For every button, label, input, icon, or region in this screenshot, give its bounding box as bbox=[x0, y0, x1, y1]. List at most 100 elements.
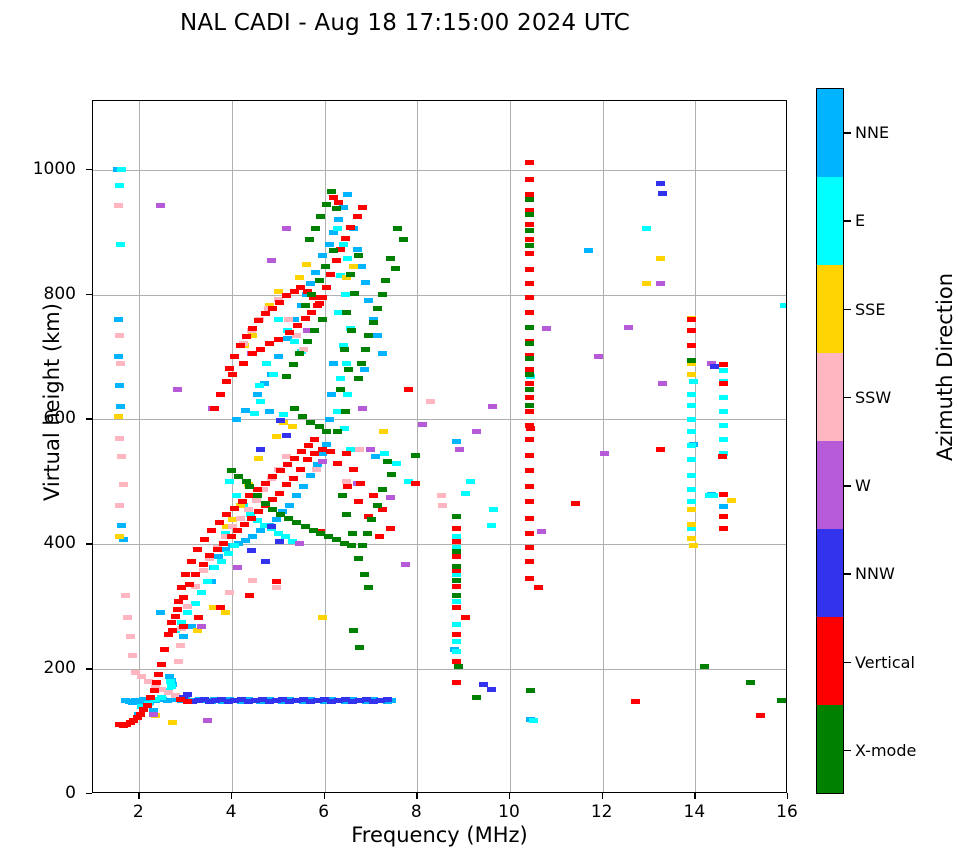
colorbar-segment-w[interactable] bbox=[817, 441, 843, 529]
data-point-e bbox=[338, 242, 348, 248]
x-axis-label: Frequency (MHz) bbox=[351, 823, 528, 847]
data-point-x-mode bbox=[260, 501, 270, 507]
data-point-x-mode bbox=[393, 226, 403, 232]
data-point-x-mode bbox=[350, 290, 360, 296]
data-point-vertical bbox=[385, 526, 395, 532]
data-point-e bbox=[528, 717, 538, 723]
data-point-vertical bbox=[229, 354, 239, 360]
data-point-nnw bbox=[271, 697, 281, 703]
data-point-vertical bbox=[358, 204, 368, 210]
colorbar-segment-nne[interactable] bbox=[817, 89, 843, 177]
data-point-e bbox=[249, 410, 259, 416]
data-point-nne bbox=[306, 473, 316, 479]
colorbar-label-w: W bbox=[855, 476, 871, 496]
data-point-w bbox=[707, 360, 717, 366]
data-point-nne bbox=[320, 699, 330, 705]
data-point-vertical bbox=[254, 509, 264, 515]
data-point-nne bbox=[234, 540, 244, 546]
x-tick-label: 8 bbox=[410, 802, 422, 822]
data-point-nnw bbox=[656, 180, 666, 186]
data-point-sse bbox=[221, 524, 231, 530]
data-point-vertical bbox=[283, 461, 293, 467]
data-point-sse bbox=[688, 543, 698, 549]
data-point-vertical bbox=[317, 446, 327, 452]
colorbar-label-sse: SSE bbox=[855, 299, 886, 319]
data-point-nne bbox=[292, 493, 302, 499]
data-point-ssw bbox=[354, 446, 364, 452]
colorbar-segment-ssw[interactable] bbox=[817, 353, 843, 441]
data-point-vertical bbox=[172, 607, 182, 613]
data-point-vertical bbox=[290, 455, 300, 461]
data-point-x-mode bbox=[276, 511, 286, 517]
data-point-x-mode bbox=[746, 680, 756, 686]
data-point-nnw bbox=[243, 699, 253, 705]
x-tick bbox=[601, 793, 604, 799]
data-point-vertical bbox=[288, 476, 298, 482]
data-point-sse bbox=[294, 274, 304, 280]
data-point-nne bbox=[118, 536, 128, 542]
data-point-e bbox=[273, 530, 283, 536]
data-point-sse bbox=[235, 503, 245, 509]
data-point-vertical bbox=[524, 222, 534, 228]
data-point-vertical bbox=[293, 323, 303, 329]
data-point-x-mode bbox=[358, 543, 368, 549]
colorbar-tick bbox=[844, 132, 851, 134]
data-point-x-mode bbox=[357, 360, 367, 366]
data-point-x-mode bbox=[314, 424, 324, 430]
data-point-e bbox=[223, 551, 233, 557]
data-point-vertical bbox=[718, 361, 728, 367]
data-point-nne bbox=[313, 461, 323, 467]
x-tick bbox=[787, 793, 789, 799]
data-point-nne bbox=[357, 263, 367, 269]
data-point-nne bbox=[241, 538, 251, 544]
colorbar-segment-sse[interactable] bbox=[817, 265, 843, 353]
data-point-vertical bbox=[183, 699, 193, 705]
data-point-vertical bbox=[240, 521, 250, 527]
data-point-vertical bbox=[687, 317, 697, 322]
data-point-sse bbox=[342, 274, 352, 280]
data-point-e bbox=[246, 511, 256, 517]
data-point-nne bbox=[361, 699, 371, 705]
data-point-x-mode bbox=[378, 486, 388, 492]
colorbar-segment-vertical[interactable] bbox=[817, 617, 843, 705]
data-point-w bbox=[302, 328, 312, 334]
data-point-x-mode bbox=[347, 543, 357, 549]
colorbar-segment-e[interactable] bbox=[817, 177, 843, 265]
data-point-nnw bbox=[292, 697, 302, 703]
data-point-x-mode bbox=[339, 346, 349, 352]
data-point-vertical bbox=[300, 315, 310, 321]
data-point-x-mode bbox=[316, 530, 326, 536]
colorbar-tick bbox=[844, 573, 851, 575]
data-point-w bbox=[282, 226, 292, 232]
data-point-x-mode bbox=[387, 471, 397, 477]
data-point-x-mode bbox=[327, 189, 337, 195]
data-point-nnw bbox=[250, 697, 260, 703]
data-point-vertical bbox=[268, 474, 278, 480]
data-point-sse bbox=[273, 288, 283, 294]
data-point-vertical bbox=[524, 251, 534, 257]
data-point-vertical bbox=[524, 484, 534, 490]
data-point-e bbox=[687, 486, 697, 492]
data-point-ssw bbox=[127, 652, 137, 658]
colorbar-segment-nnw[interactable] bbox=[817, 529, 843, 617]
data-point-e bbox=[157, 694, 167, 700]
data-point-w bbox=[594, 354, 604, 360]
data-point-vertical bbox=[226, 534, 236, 540]
data-point-w bbox=[455, 446, 465, 452]
data-point-nne bbox=[338, 204, 348, 210]
colorbar-segment-x-mode[interactable] bbox=[817, 705, 843, 793]
data-point-nnw bbox=[282, 432, 292, 438]
y-tick-label: 0 bbox=[65, 783, 76, 803]
data-point-ssw bbox=[425, 399, 435, 405]
x-tick-label: 16 bbox=[776, 802, 798, 822]
data-point-nne bbox=[327, 391, 337, 397]
data-point-ssw bbox=[163, 690, 173, 696]
data-point-x-mode bbox=[302, 338, 312, 344]
data-point-vertical bbox=[184, 582, 194, 588]
data-point-vertical bbox=[524, 530, 534, 536]
data-point-nne bbox=[139, 696, 149, 702]
data-point-nnw bbox=[274, 538, 284, 544]
data-point-vertical bbox=[368, 493, 378, 499]
colorbar-label-nnw: NNW bbox=[855, 564, 895, 584]
data-point-vertical bbox=[353, 499, 363, 505]
